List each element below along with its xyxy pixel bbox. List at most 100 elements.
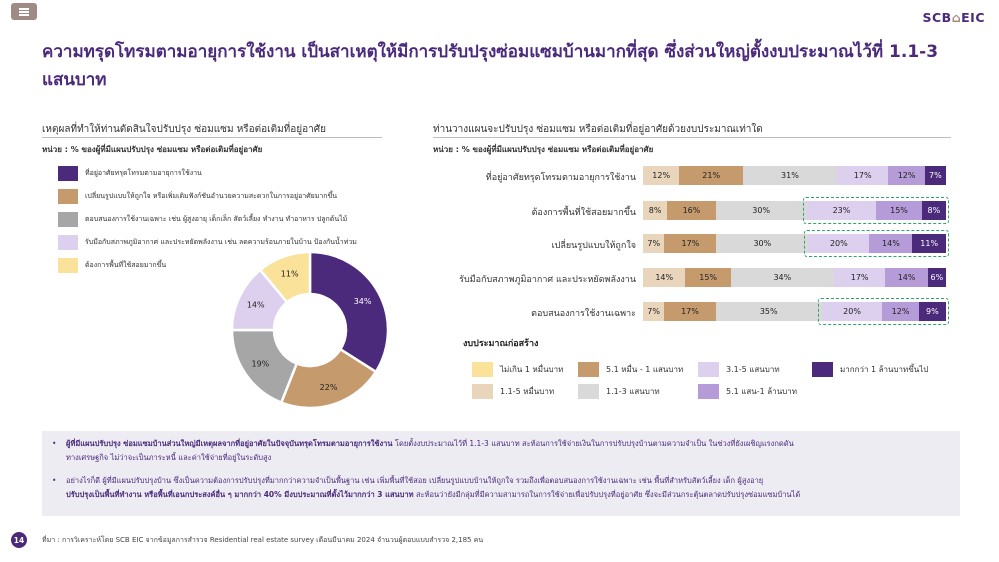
donut-legend-label: ต้องการพื้นที่ใช้สอยมากขึ้น [85, 261, 167, 269]
budget-legend-label: 3.1-5 แสนบาท [726, 365, 780, 374]
bar-category-label: รับมือกับสภาพภูมิอากาศ และประหยัดพลังงาน [459, 275, 636, 285]
right-title-text: ท่านวางแผนจะปรับปรุง ซ่อมแซม หรือต่อเติม… [433, 124, 763, 135]
legend-swatch [58, 166, 78, 181]
legend-swatch [578, 362, 599, 377]
bar-category-label: เปลี่ยนรูปแบบให้ถูกใจ [551, 241, 636, 251]
bar-segment: 12% [643, 166, 680, 185]
budget-legend-label: 1.1-3 แสนบาท [606, 387, 660, 396]
bar-segment: 30% [716, 234, 809, 253]
bar-segment: 12% [888, 166, 925, 185]
bar-segment: 7% [924, 166, 946, 185]
right-title-underline [433, 137, 951, 138]
bar-segment: 6% [927, 268, 946, 287]
bar-segment: 20% [821, 302, 883, 321]
highlight-box [817, 298, 949, 325]
budget-legend-item: 1.1-3 แสนบาท [578, 384, 660, 399]
finding-1-line2: ทางเศรษฐกิจ ไม่ว่าจะเป็นภาระหนี้ และค่าใ… [66, 453, 272, 462]
budget-legend-item: ไม่เกิน 1 หมื่นบาท [472, 362, 563, 377]
legend-swatch [698, 384, 719, 399]
budget-legend-item: 3.1-5 แสนบาท [698, 362, 780, 377]
donut-slice [308, 250, 390, 374]
bar-segment: 7% [643, 234, 665, 253]
legend-swatch [472, 362, 493, 377]
menu-button[interactable] [11, 3, 37, 20]
finding-1-rest: โดยตั้งงบประมาณไว้ที่ 1.1-3 แสนบาท สะท้อ… [392, 439, 794, 448]
key-findings-box: • ผู้ที่มีแผนปรับปรุง ซ่อมแซมบ้านส่วนใหญ… [42, 431, 960, 516]
finding-2-line1: อย่างไรก็ดี ผู้ที่มีแผนปรับปรุงบ้าน ซึ่ง… [66, 476, 764, 485]
budget-legend-label: ไม่เกิน 1 หมื่นบาท [500, 365, 564, 374]
bar-category-label: ต้องการพื้นที่ใช้สอยมากขึ้น [531, 208, 636, 218]
donut-legend-label: เปลี่ยนรูปแบบให้ถูกใจ หรือเพิ่มเติมฟังก์… [85, 192, 338, 200]
legend-swatch [472, 384, 493, 399]
donut-legend-item: ต้องการพื้นที่ใช้สอยมากขึ้น [58, 258, 166, 273]
right-section-title: ท่านวางแผนจะปรับปรุง ซ่อมแซม หรือต่อเติม… [433, 122, 951, 138]
budget-legend-label: 5.1 แสน-1 ล้านบาท [726, 387, 797, 396]
right-unit-label: หน่วย : % ของผู้ที่มีแผนปรับปรุง ซ่อมแซม… [433, 145, 654, 154]
legend-swatch [578, 384, 599, 399]
donut-slice [258, 250, 312, 305]
bullet-icon: • [52, 476, 57, 485]
donut-legend-item: ตอบสนองการใช้งานเฉพาะ เช่น ผู้สูงอายุ เด… [58, 212, 347, 227]
bar-segment: 17% [664, 302, 716, 321]
budget-legend-label: มากกว่า 1 ล้านบาทขึ้นไป [840, 365, 929, 374]
donut-value-label: 22% [320, 383, 338, 392]
source-note: ที่มา : การวิเคราะห์โดย SCB EIC จากข้อมู… [42, 536, 484, 544]
budget-legend-item: 5.1 แสน-1 ล้านบาท [698, 384, 797, 399]
budget-legend-item: 1.1-5 หมื่นบาท [472, 384, 554, 399]
donut-value-label: 34% [354, 297, 372, 306]
bar-segment: 23% [806, 201, 877, 220]
finding-2: • อย่างไรก็ดี ผู้ที่มีแผนปรับปรุงบ้าน ซึ… [52, 474, 801, 502]
bar-segment: 14% [885, 268, 928, 287]
legend-swatch [58, 212, 78, 227]
finding-1: • ผู้ที่มีแผนปรับปรุง ซ่อมแซมบ้านส่วนใหญ… [52, 437, 794, 465]
bar-segment: 21% [679, 166, 743, 185]
donut-legend-label: ที่อยู่อาศัยทรุดโทรมตามอายุการใช้งาน [85, 169, 202, 177]
budget-legend-title: งบประมาณก่อสร้าง [463, 339, 539, 349]
left-title-text: เหตุผลที่ทำให้ท่านตัดสินใจปรับปรุง ซ่อมแ… [42, 124, 326, 135]
legend-swatch [58, 189, 78, 204]
bar-segment: 12% [882, 302, 919, 321]
bar-category-label: ตอบสนองการใช้งานเฉพาะ [531, 309, 636, 319]
budget-legend-item: 5.1 หมื่น - 1 แสนบาท [578, 362, 683, 377]
donut-slice [279, 347, 378, 410]
finding-1-bold: ผู้ที่มีแผนปรับปรุง ซ่อมแซมบ้านส่วนใหญ่ม… [66, 439, 393, 448]
scb-eic-logo: SCB⌂EIC [922, 10, 985, 25]
bullet-icon: • [52, 439, 57, 448]
bar-segment: 14% [869, 234, 913, 253]
bar-segment: 8% [921, 201, 946, 220]
donut-legend-label: รับมือกับสภาพภูมิอากาศ และประหยัดพลังงาน… [85, 238, 357, 246]
logo-suffix: EIC [961, 10, 985, 25]
legend-swatch [58, 235, 78, 250]
bar-segment: 9% [918, 302, 946, 321]
budget-legend-label: 1.1-5 หมื่นบาท [500, 387, 555, 396]
finding-2-rest: สะท้อนว่ายังมีกลุ่มที่มีความสามารถในการใ… [413, 490, 801, 499]
bar-category-label: ที่อยู่อาศัยทรุดโทรมตามอายุการใช้งาน [485, 173, 636, 183]
donut-legend-item: ที่อยู่อาศัยทรุดโทรมตามอายุการใช้งาน [58, 166, 202, 181]
logo-text: SCB [922, 10, 952, 25]
left-section-title: เหตุผลที่ทำให้ท่านตัดสินใจปรับปรุง ซ่อมแ… [42, 122, 382, 138]
budget-legend-item: มากกว่า 1 ล้านบาทขึ้นไป [812, 362, 928, 377]
bar-segment: 14% [643, 268, 686, 287]
left-unit-label: หน่วย : % ของผู้ที่มีแผนปรับปรุง ซ่อมแซม… [42, 145, 263, 154]
finding-2-bold: ปรับปรุงเป็นพื้นที่ทำงาน หรือพื้นที่เอนก… [66, 490, 414, 499]
left-title-underline [42, 137, 382, 138]
highlight-box [804, 230, 949, 257]
bar-segment: 31% [742, 166, 837, 185]
budget-legend-label: 5.1 หมื่น - 1 แสนบาท [606, 365, 684, 374]
bar-segment: 15% [685, 268, 731, 287]
highlight-box [802, 197, 949, 224]
donut-value-label: 14% [247, 300, 265, 309]
donut-chart: 34% 22% 19% 14% 11% [230, 250, 390, 410]
bar-segment: 30% [715, 201, 807, 220]
bar-segment: 17% [664, 234, 717, 253]
house-icon: ⌂ [951, 10, 962, 25]
bar-segment: 34% [730, 268, 834, 287]
bar-segment: 8% [643, 201, 668, 220]
bar-segment: 17% [836, 166, 889, 185]
bar-segment: 15% [876, 201, 922, 220]
legend-swatch [698, 362, 719, 377]
donut-legend-item: รับมือกับสภาพภูมิอากาศ และประหยัดพลังงาน… [58, 235, 357, 250]
bar-segment: 35% [715, 302, 822, 321]
legend-swatch [58, 258, 78, 273]
bar-segment: 17% [833, 268, 886, 287]
